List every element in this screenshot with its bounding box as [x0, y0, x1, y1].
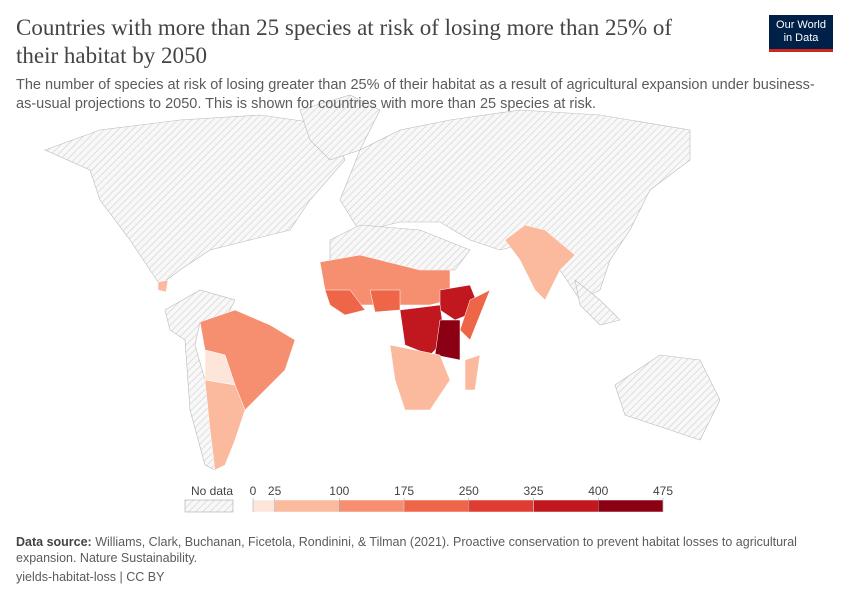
- country: [369, 289, 401, 313]
- legend-tick-label: 325: [524, 484, 544, 498]
- logo-line: Our World: [776, 19, 826, 31]
- countries: [157, 224, 576, 471]
- legend-bin: [468, 499, 534, 513]
- country: [434, 319, 461, 361]
- legend-bin: [403, 499, 470, 513]
- logo[interactable]: Our World in Data: [769, 15, 833, 52]
- legend-bin: [598, 499, 664, 513]
- legend-bin: [252, 499, 275, 513]
- country: [389, 344, 451, 411]
- source-text: Williams, Clark, Buchanan, Ficetola, Ron…: [16, 535, 797, 565]
- legend-bin: [274, 499, 340, 513]
- legend-no-data-swatch: [184, 499, 234, 513]
- logo-line: in Data: [783, 32, 819, 44]
- country: [459, 289, 491, 341]
- source: Data source: Williams, Clark, Buchanan, …: [16, 534, 826, 566]
- no-data-land: [44, 94, 721, 471]
- legend-tick-label: 475: [653, 484, 673, 498]
- slug: yields-habitat-loss | CC BY: [16, 570, 165, 584]
- legend: No data 0 25 100 175 250 325 400 475: [184, 484, 673, 513]
- legend-tick-label: 100: [329, 484, 349, 498]
- legend-tick-label: 250: [459, 484, 479, 498]
- legend-tick-label: 25: [268, 484, 282, 498]
- legend-bin: [339, 499, 405, 513]
- subtitle: The number of species at risk of losing …: [16, 77, 815, 112]
- legend-no-data-label: No data: [191, 484, 233, 498]
- country: [464, 354, 481, 391]
- country: [504, 224, 576, 301]
- legend-tick-label: 175: [394, 484, 414, 498]
- legend-tick-label: 400: [588, 484, 608, 498]
- title: Countries with more than 25 species at r…: [16, 15, 673, 68]
- country: [204, 379, 246, 471]
- legend-bin: [533, 499, 599, 513]
- country: [157, 279, 169, 293]
- legend-tick-label: 0: [250, 484, 257, 498]
- country: [324, 289, 366, 316]
- source-label: Data source:: [16, 535, 92, 549]
